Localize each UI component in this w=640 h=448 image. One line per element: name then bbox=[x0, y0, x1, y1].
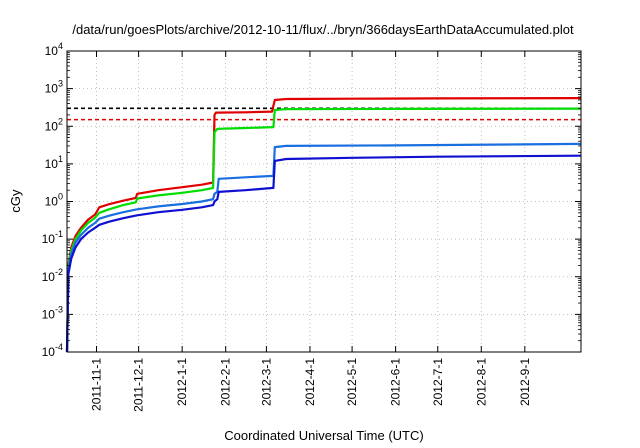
grid-lines bbox=[67, 51, 581, 352]
y-tick-label: 100 bbox=[45, 192, 63, 209]
x-tick-label: 2012-6-1 bbox=[389, 358, 403, 406]
x-tick-label: 2012-4-1 bbox=[303, 358, 317, 406]
y-tick-label: 101 bbox=[45, 154, 63, 171]
x-axis-ticks: 2011-11-1 2011-12-1 2012-1-1 2012-2-1 2012-3… bbox=[89, 51, 532, 412]
y-tick-label: 10-3 bbox=[42, 304, 63, 321]
x-tick-label: 2012-5-1 bbox=[345, 358, 359, 406]
series-line bbox=[65, 154, 582, 353]
y-tick-label: 10-1 bbox=[42, 229, 63, 246]
x-tick-label: 2012-3-1 bbox=[259, 358, 273, 406]
y-tick-label: 104 bbox=[45, 41, 63, 58]
y-tick-label: 10-4 bbox=[42, 342, 63, 359]
x-tick-label: 2012-2-1 bbox=[219, 358, 233, 406]
y-tick-label: 102 bbox=[45, 116, 63, 133]
series-line bbox=[65, 142, 582, 353]
x-tick-label: 2012-7-1 bbox=[431, 358, 445, 406]
series-line bbox=[65, 97, 582, 353]
x-axis-title: Coordinated Universal Time (UTC) bbox=[224, 428, 423, 443]
y-tick-label: 103 bbox=[45, 79, 63, 96]
x-tick-label: 2011-12-1 bbox=[132, 358, 146, 412]
x-tick-label: 2012-9-1 bbox=[518, 358, 532, 406]
chart-title: /data/run/goesPlots/archive/2012-10-11/f… bbox=[72, 22, 574, 37]
y-axis-title: cGy bbox=[8, 189, 23, 213]
series-line bbox=[65, 107, 582, 353]
x-tick-label: 2011-11-1 bbox=[89, 358, 103, 411]
series-lines bbox=[65, 97, 582, 353]
y-tick-label: 10-2 bbox=[42, 267, 63, 284]
x-tick-label: 2012-8-1 bbox=[474, 358, 488, 406]
x-tick-label: 2012-1-1 bbox=[175, 358, 189, 406]
